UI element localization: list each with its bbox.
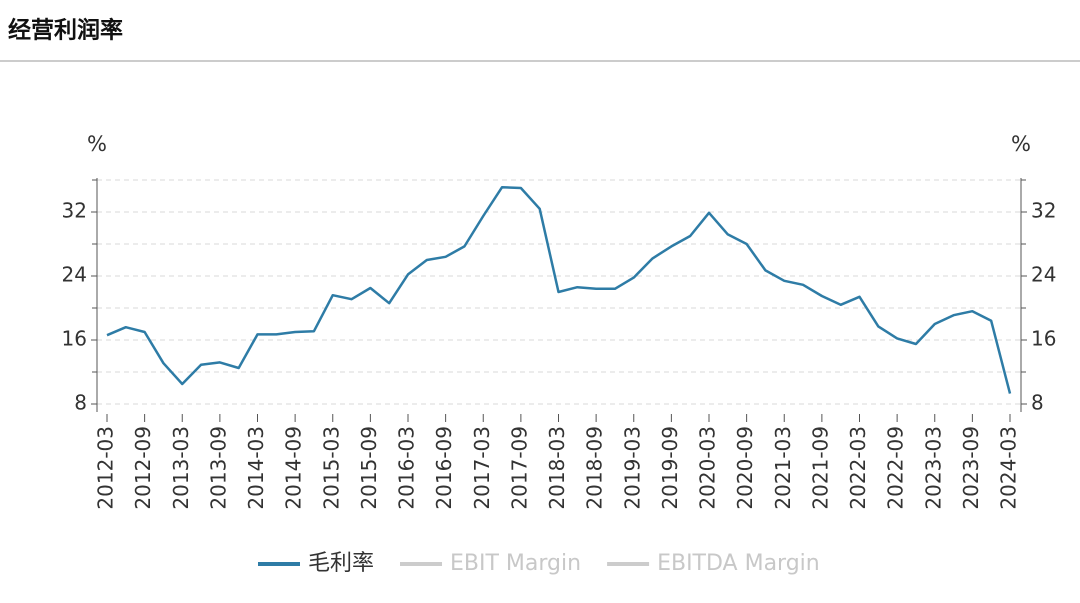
x-tick-label: 2016-09 xyxy=(432,426,456,510)
x-tick-label: 2015-03 xyxy=(319,426,343,510)
y2-axis-label: % xyxy=(1011,132,1031,156)
x-tick-label: 2015-09 xyxy=(357,426,381,510)
x-tick-label: 2017-09 xyxy=(507,426,531,510)
y2-tick-label: 32 xyxy=(1031,199,1056,223)
x-tick-label: 2013-09 xyxy=(206,426,230,510)
x-tick-label: 2014-09 xyxy=(282,426,306,510)
x-tick-label: 2023-09 xyxy=(959,426,983,510)
x-tick-label: 2013-03 xyxy=(169,426,193,510)
x-tick-label: 2023-03 xyxy=(921,426,945,510)
x-tick-label: 2024-03 xyxy=(997,426,1021,510)
x-tick-label: 2022-03 xyxy=(846,426,870,510)
x-tick-label: 2021-09 xyxy=(808,426,832,510)
x-tick-label: 2020-03 xyxy=(696,426,720,510)
legend-label[interactable]: EBIT Margin xyxy=(450,551,581,576)
x-tick-label: 2017-03 xyxy=(470,426,494,510)
x-tick-label: 2020-09 xyxy=(733,426,757,510)
x-tick-label: 2019-03 xyxy=(620,426,644,510)
y2-tick-label: 16 xyxy=(1031,327,1056,351)
x-tick-label: 2012-09 xyxy=(131,426,155,510)
x-tick-label: 2018-09 xyxy=(583,426,607,510)
legend-label[interactable]: EBITDA Margin xyxy=(657,551,820,576)
x-tick-label: 2018-03 xyxy=(545,426,569,510)
x-tick-label: 2014-03 xyxy=(244,426,268,510)
chart-title: 经营利润率 xyxy=(8,17,123,44)
y2-tick-label: 8 xyxy=(1031,391,1044,415)
line-series xyxy=(106,185,1012,394)
x-tick-label: 2016-03 xyxy=(395,426,419,510)
x-tick-label: 2012-03 xyxy=(94,426,118,510)
y-tick-label: 8 xyxy=(74,391,87,415)
y-tick-label: 16 xyxy=(62,327,87,351)
y-axis-label: % xyxy=(87,132,107,156)
y-tick-label: 32 xyxy=(62,199,87,223)
y2-tick-label: 24 xyxy=(1031,263,1056,287)
y-tick-label: 24 xyxy=(62,263,87,287)
x-tick-label: 2019-09 xyxy=(658,426,682,510)
x-tick-label: 2022-09 xyxy=(884,426,908,510)
x-tick-label: 2021-03 xyxy=(771,426,795,510)
legend-label[interactable]: 毛利率 xyxy=(308,551,374,576)
